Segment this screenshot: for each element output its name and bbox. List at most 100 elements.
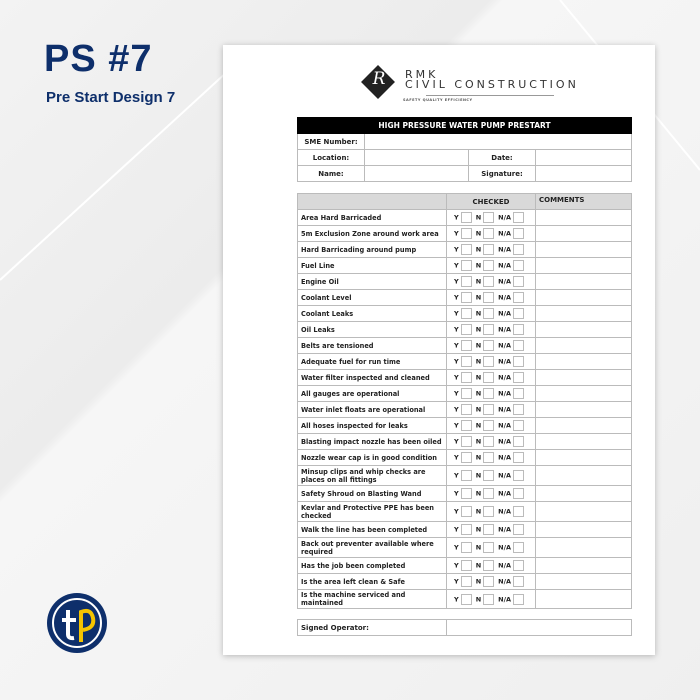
checkbox-n[interactable] [483, 276, 495, 287]
checkbox-n[interactable] [483, 244, 495, 255]
checkbox-na[interactable] [513, 470, 525, 481]
checkbox-n[interactable] [483, 542, 495, 553]
comments-field[interactable] [535, 353, 632, 370]
sme-field[interactable] [364, 133, 632, 150]
checkbox-na[interactable] [513, 576, 525, 587]
comments-field[interactable] [535, 209, 632, 226]
comments-field[interactable] [535, 273, 632, 290]
checkbox-na[interactable] [513, 228, 525, 239]
checkbox-na[interactable] [513, 388, 525, 399]
checkbox-y[interactable] [460, 212, 472, 223]
checkbox-na[interactable] [513, 212, 525, 223]
checkbox-na[interactable] [513, 340, 525, 351]
checkbox-y[interactable] [460, 488, 472, 499]
comments-field[interactable] [535, 465, 632, 486]
comments-field[interactable] [535, 501, 632, 522]
location-field[interactable] [364, 149, 469, 166]
checkbox-n[interactable] [483, 404, 495, 415]
checkbox-na[interactable] [513, 404, 525, 415]
checkbox-y[interactable] [460, 542, 472, 553]
checkbox-na[interactable] [513, 560, 525, 571]
comments-field[interactable] [535, 225, 632, 242]
comments-field[interactable] [535, 557, 632, 574]
comments-field[interactable] [535, 449, 632, 466]
checkbox-y[interactable] [460, 576, 472, 587]
checkbox-n[interactable] [483, 576, 495, 587]
comments-field[interactable] [535, 573, 632, 590]
comments-field[interactable] [535, 289, 632, 306]
checkbox-na[interactable] [513, 260, 525, 271]
comments-field[interactable] [535, 337, 632, 354]
checkbox-n[interactable] [483, 452, 495, 463]
checkbox-y[interactable] [460, 524, 472, 535]
comments-field[interactable] [535, 257, 632, 274]
checkbox-na[interactable] [513, 420, 525, 431]
checkbox-n[interactable] [483, 524, 495, 535]
date-field[interactable] [535, 149, 632, 166]
comments-field[interactable] [535, 385, 632, 402]
checkbox-na[interactable] [513, 488, 525, 499]
comments-field[interactable] [535, 433, 632, 450]
comments-field[interactable] [535, 305, 632, 322]
checkbox-n[interactable] [483, 506, 495, 517]
checkbox-y[interactable] [460, 388, 472, 399]
checkbox-n[interactable] [483, 388, 495, 399]
comments-field[interactable] [535, 537, 632, 558]
checkbox-y[interactable] [460, 404, 472, 415]
checkbox-n[interactable] [483, 436, 495, 447]
checkbox-y[interactable] [460, 372, 472, 383]
checkbox-n[interactable] [483, 470, 495, 481]
checkbox-y[interactable] [460, 560, 472, 571]
checkbox-y[interactable] [460, 356, 472, 367]
checkbox-y[interactable] [460, 420, 472, 431]
checkbox-n[interactable] [483, 308, 495, 319]
comments-field[interactable] [535, 417, 632, 434]
checkbox-y[interactable] [460, 593, 472, 605]
name-field[interactable] [364, 165, 469, 182]
comments-field[interactable] [535, 485, 632, 502]
checkbox-n[interactable] [483, 488, 495, 499]
checkbox-na[interactable] [513, 593, 525, 605]
checkbox-n[interactable] [483, 372, 495, 383]
checkbox-n[interactable] [483, 420, 495, 431]
checkbox-y[interactable] [460, 340, 472, 351]
checkbox-n[interactable] [483, 324, 495, 335]
checkbox-na[interactable] [513, 524, 525, 535]
checkbox-na[interactable] [513, 276, 525, 287]
comments-field[interactable] [535, 369, 632, 386]
signature-field[interactable] [535, 165, 632, 182]
checkbox-n[interactable] [483, 292, 495, 303]
checkbox-y[interactable] [460, 228, 472, 239]
checkbox-y[interactable] [460, 324, 472, 335]
comments-field[interactable] [535, 401, 632, 418]
comments-field[interactable] [535, 321, 632, 338]
checkbox-n[interactable] [483, 260, 495, 271]
checkbox-n[interactable] [483, 340, 495, 351]
signed-operator-field[interactable] [446, 619, 632, 636]
checkbox-y[interactable] [460, 244, 472, 255]
checkbox-na[interactable] [513, 542, 525, 553]
checkbox-na[interactable] [513, 356, 525, 367]
checkbox-y[interactable] [460, 452, 472, 463]
checkbox-n[interactable] [483, 593, 495, 605]
checkbox-y[interactable] [460, 436, 472, 447]
checkbox-y[interactable] [460, 308, 472, 319]
checkbox-y[interactable] [460, 292, 472, 303]
checkbox-y[interactable] [460, 276, 472, 287]
checkbox-n[interactable] [483, 356, 495, 367]
checkbox-na[interactable] [513, 292, 525, 303]
checkbox-na[interactable] [513, 244, 525, 255]
checkbox-n[interactable] [483, 560, 495, 571]
checkbox-na[interactable] [513, 324, 525, 335]
checkbox-n[interactable] [483, 228, 495, 239]
comments-field[interactable] [535, 241, 632, 258]
checkbox-na[interactable] [513, 436, 525, 447]
checkbox-na[interactable] [513, 452, 525, 463]
checkbox-na[interactable] [513, 308, 525, 319]
checkbox-n[interactable] [483, 212, 495, 223]
comments-field[interactable] [535, 589, 632, 609]
checkbox-y[interactable] [460, 506, 472, 517]
checkbox-na[interactable] [513, 372, 525, 383]
comments-field[interactable] [535, 521, 632, 538]
checkbox-y[interactable] [460, 260, 472, 271]
